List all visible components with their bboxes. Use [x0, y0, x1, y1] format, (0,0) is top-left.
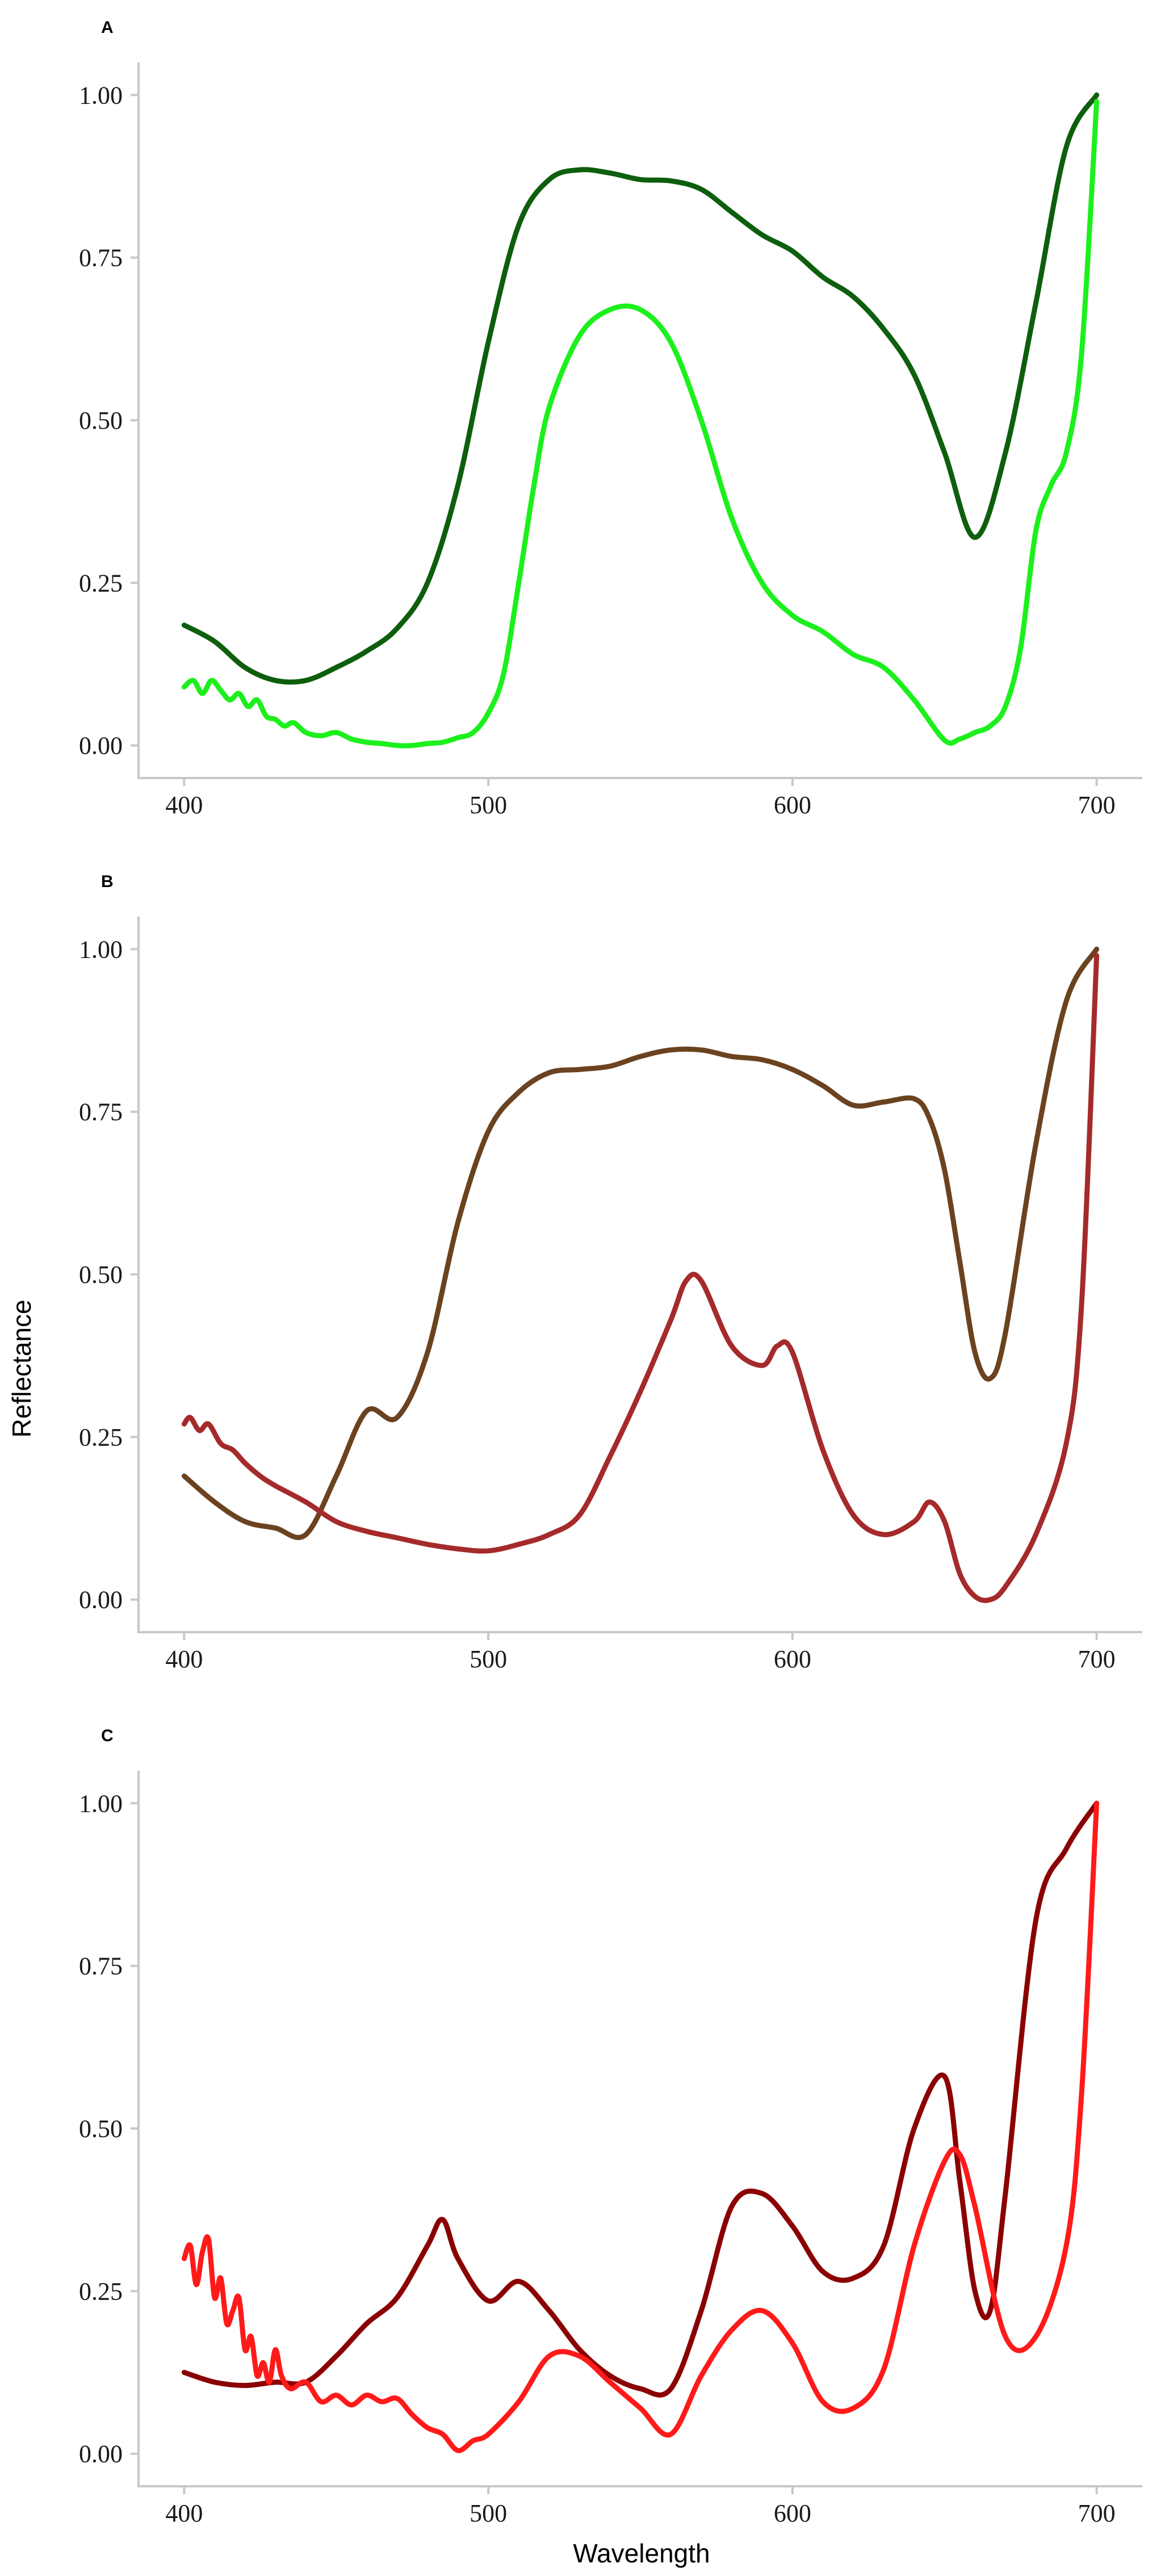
x-tick-label: 600 — [774, 2499, 811, 2527]
y-tick-label: 1.00 — [79, 1789, 123, 1817]
panel-a: A 0.00 0.25 0.50 0.75 1.00 400 500 600 700 — [79, 18, 1142, 819]
y-tick-label: 0.50 — [79, 2115, 123, 2143]
series-line-a-1 — [181, 92, 1100, 685]
panel-c: C 0.00 0.25 0.50 0.75 1.00 400 500 600 700 — [79, 1726, 1142, 2527]
panel-label: C — [101, 1726, 114, 1745]
y-tick-label: 0.25 — [79, 569, 123, 597]
panel-label: B — [101, 872, 114, 891]
y-tick-label: 0.50 — [79, 1261, 123, 1289]
x-axis-title: Wavelength — [573, 2539, 710, 2568]
y-tick-label: 0.00 — [79, 2440, 123, 2468]
series-line-c-2 — [181, 1800, 1100, 2453]
y-tick-label: 0.25 — [79, 1423, 123, 1451]
x-tick-label: 500 — [470, 791, 507, 819]
x-tick-label: 700 — [1078, 2499, 1116, 2527]
x-tick-label: 500 — [470, 1645, 507, 1673]
x-tick-label: 700 — [1078, 791, 1116, 819]
x-tick-label: 600 — [774, 791, 811, 819]
axis-lines — [137, 1771, 1142, 2487]
x-tick-label: 500 — [470, 2499, 507, 2527]
panel-b: B 0.00 0.25 0.50 0.75 1.00 400 500 600 700 — [79, 872, 1142, 1673]
x-tick-label: 600 — [774, 1645, 811, 1673]
series-line-a-2 — [181, 99, 1100, 748]
series-line-b-2 — [181, 953, 1100, 1603]
y-tick-label: 0.75 — [79, 1952, 123, 1980]
y-tick-label: 0.00 — [79, 1586, 123, 1614]
series-line-c-1 — [181, 1800, 1100, 2398]
axis-lines — [137, 62, 1142, 779]
axis-lines — [137, 917, 1142, 1633]
y-tick-label: 0.50 — [79, 407, 123, 434]
x-tick-label: 700 — [1078, 1645, 1116, 1673]
x-tick-label: 400 — [165, 2499, 203, 2527]
y-tick-label: 1.00 — [79, 935, 123, 963]
x-tick-label: 400 — [165, 1645, 203, 1673]
y-tick-label: 0.75 — [79, 244, 123, 272]
y-tick-label: 0.00 — [79, 732, 123, 760]
y-tick-label: 0.75 — [79, 1098, 123, 1126]
x-tick-label: 400 — [165, 791, 203, 819]
y-axis-title: Reflectance — [7, 1300, 36, 1438]
y-tick-label: 0.25 — [79, 2277, 123, 2305]
panel-label: A — [101, 18, 114, 37]
y-tick-label: 1.00 — [79, 81, 123, 109]
chart-panels: A 0.00 0.25 0.50 0.75 1.00 400 500 600 700 B 0.00 0.… — [79, 18, 1142, 2527]
series-line-b-1 — [181, 946, 1100, 1540]
